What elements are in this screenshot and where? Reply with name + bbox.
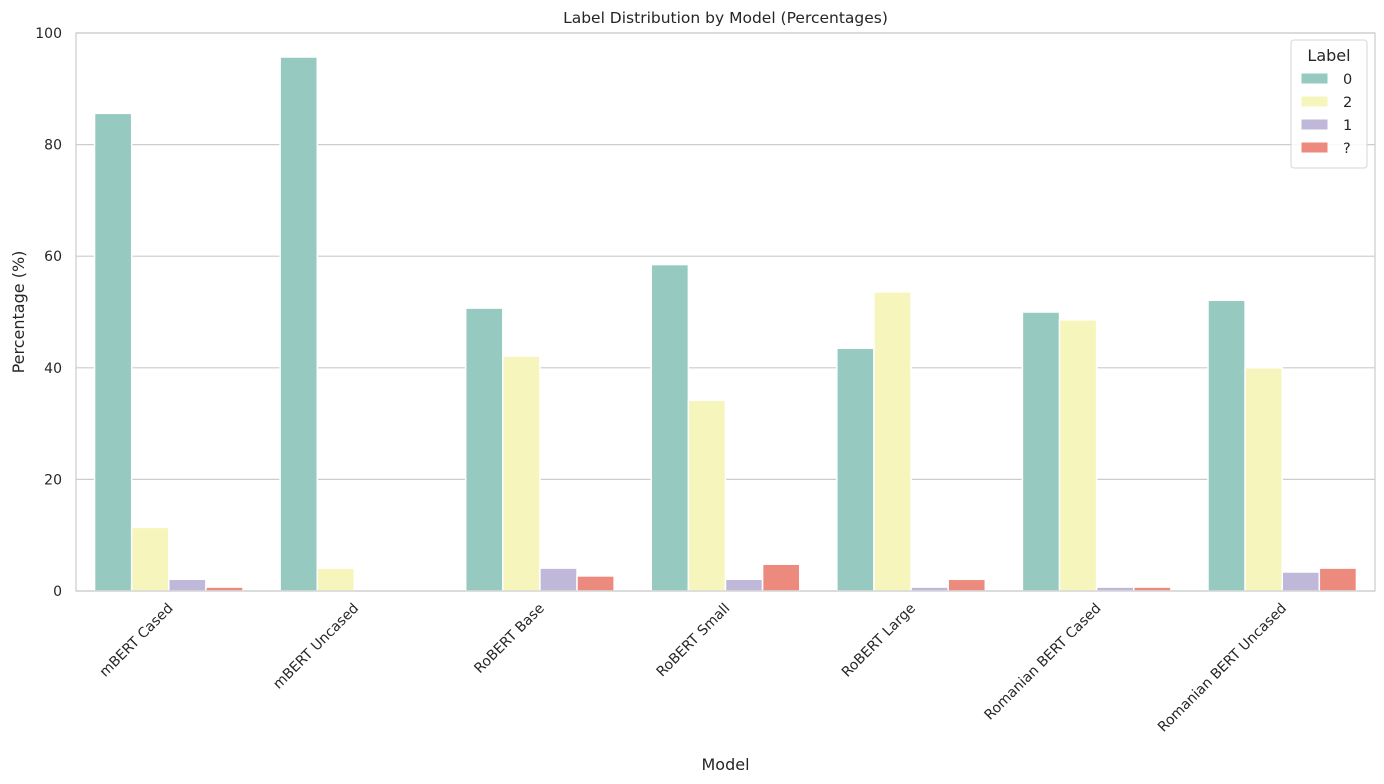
bar-2	[687, 399, 727, 592]
legend-label: 2	[1343, 95, 1352, 111]
x-tick-label: mBERT Uncased	[270, 601, 362, 693]
bar-0	[836, 347, 875, 592]
legend-title: Label	[1307, 46, 1350, 65]
y-axis-ticks: 0 20 40 60 80 100	[35, 26, 62, 600]
bar-unknown	[1318, 567, 1358, 592]
bar-unknown	[576, 575, 615, 592]
bar-2	[873, 291, 912, 592]
bar-1	[539, 567, 578, 592]
y-axis-label: Percentage (%)	[9, 251, 28, 374]
x-tick-label: Romanian BERT Cased	[982, 601, 1105, 724]
bar-1	[1281, 571, 1321, 592]
bar-0	[650, 263, 690, 592]
legend: Label 0 2 1?	[1290, 39, 1368, 169]
bar-0	[1207, 299, 1246, 592]
x-tick-label: Romanian BERT Uncased	[1155, 601, 1290, 736]
legend-swatch	[1300, 141, 1329, 154]
x-tick-label: RoBERT Small	[654, 601, 734, 681]
legend-label: 1	[1343, 118, 1352, 134]
bars	[93, 56, 1358, 592]
bar-2	[1058, 319, 1098, 592]
x-tick-label: mBERT Cased	[97, 601, 177, 681]
bar-1	[724, 578, 764, 592]
bar-2	[1244, 367, 1283, 592]
bar-0	[279, 56, 318, 592]
y-tick-label: 40	[44, 361, 62, 377]
bar-0	[1021, 311, 1061, 592]
legend-swatch	[1300, 72, 1329, 85]
y-tick-label: 60	[44, 249, 62, 265]
bar-2	[130, 526, 170, 592]
x-tick-label: RoBERT Large	[839, 601, 919, 681]
bar-2	[502, 355, 541, 592]
bar-1	[168, 578, 207, 592]
y-tick-label: 20	[44, 472, 62, 488]
bar-unknown	[761, 563, 801, 592]
legend-swatch	[1300, 118, 1329, 131]
plot-frame	[75, 32, 1376, 592]
bar-0	[464, 307, 504, 592]
legend-items: 0 2 1?	[1300, 72, 1352, 157]
bar-unknown	[947, 578, 987, 592]
bar-2	[316, 567, 356, 592]
bar-0	[93, 112, 133, 592]
legend-label: 0	[1343, 72, 1352, 88]
y-tick-label: 80	[44, 138, 62, 154]
chart-title: Label Distribution by Model (Percentages…	[563, 9, 888, 27]
x-tick-label: RoBERT Base	[471, 601, 547, 677]
y-tick-label: 100	[35, 26, 62, 42]
legend-box	[1290, 39, 1368, 169]
legend-label: ?	[1343, 141, 1351, 157]
x-axis-ticks: mBERT Cased mBERT Uncased RoBERT Base RoBER…	[97, 601, 1290, 736]
legend-swatch	[1300, 95, 1329, 108]
y-tick-label: 0	[53, 584, 62, 600]
x-axis-label: Model	[701, 755, 749, 774]
